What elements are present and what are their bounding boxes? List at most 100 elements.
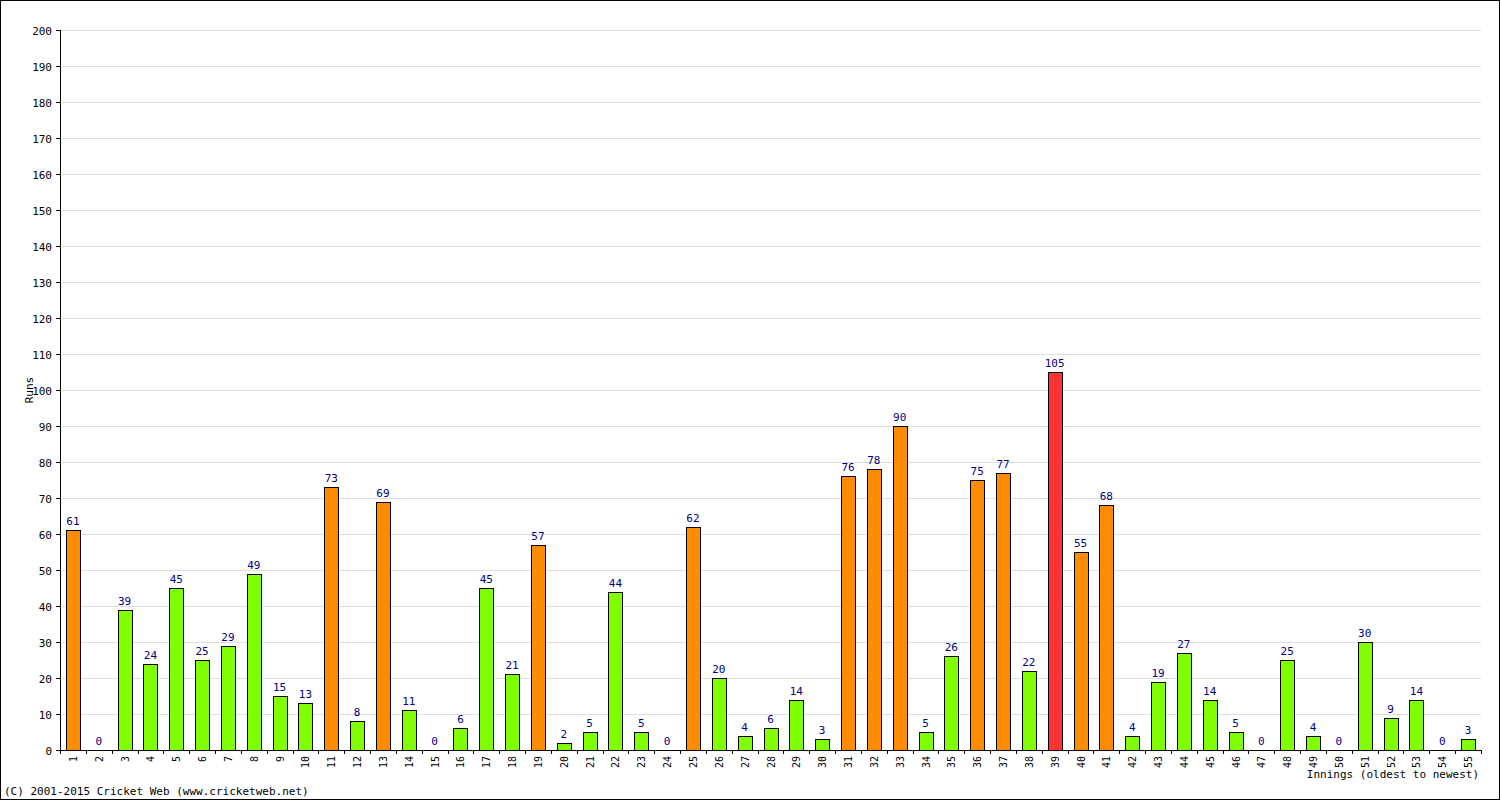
- bar: [299, 704, 313, 751]
- bar: [713, 679, 727, 751]
- data-label: 61: [66, 515, 79, 528]
- data-label: 25: [1281, 645, 1294, 658]
- data-label: 78: [867, 454, 880, 467]
- y-tick: [56, 390, 60, 391]
- x-tick-label: 34: [921, 756, 932, 768]
- y-axis-label: Runs: [23, 377, 36, 404]
- y-tick-label: 150: [32, 205, 52, 218]
- x-tick: [628, 750, 629, 754]
- data-label: 4: [1129, 721, 1136, 734]
- bar: [454, 729, 468, 751]
- bar: [739, 737, 753, 751]
- data-label: 2: [560, 728, 567, 741]
- bar: [997, 474, 1011, 751]
- x-tick: [86, 750, 87, 754]
- data-label: 14: [1410, 685, 1424, 698]
- x-tick: [1016, 750, 1017, 754]
- x-tick: [1352, 750, 1353, 754]
- data-label: 20: [712, 663, 725, 676]
- data-label: 76: [841, 461, 854, 474]
- y-tick: [56, 426, 60, 427]
- x-tick: [732, 750, 733, 754]
- data-label: 3: [819, 724, 826, 737]
- data-label: 75: [971, 465, 984, 478]
- data-label: 55: [1074, 537, 1087, 550]
- bar: [842, 477, 856, 751]
- bar: [816, 740, 830, 751]
- x-tick: [861, 750, 862, 754]
- grid-line: [60, 390, 1481, 391]
- x-tick: [1068, 750, 1069, 754]
- grid-line: [60, 174, 1481, 175]
- y-tick-label: 20: [39, 673, 52, 686]
- x-tick: [396, 750, 397, 754]
- x-tick: [1300, 750, 1301, 754]
- x-tick: [990, 750, 991, 754]
- y-tick: [56, 354, 60, 355]
- bar: [1359, 643, 1373, 751]
- y-tick-label: 0: [45, 745, 52, 758]
- chart: 0102030405060708090100110120130140150160…: [0, 0, 1500, 800]
- x-tick: [1093, 750, 1094, 754]
- bar: [920, 733, 934, 751]
- x-tick: [241, 750, 242, 754]
- x-tick: [577, 750, 578, 754]
- x-tick-label: 9: [275, 756, 286, 762]
- x-tick-label: 27: [740, 756, 751, 768]
- data-label: 0: [1439, 735, 1446, 748]
- data-label: 105: [1045, 357, 1065, 370]
- x-tick-label: 35: [946, 756, 957, 768]
- x-tick: [163, 750, 164, 754]
- x-tick-label: 40: [1076, 756, 1087, 768]
- x-axis-label: Innings (oldest to newest): [1307, 768, 1479, 781]
- grid-line: [60, 750, 1481, 751]
- x-tick-label: 19: [533, 756, 544, 768]
- data-label: 0: [431, 735, 438, 748]
- x-tick-label: 44: [1179, 756, 1190, 768]
- data-label: 4: [741, 721, 748, 734]
- x-tick: [1042, 750, 1043, 754]
- data-label: 26: [945, 641, 958, 654]
- x-tick-label: 55: [1463, 756, 1474, 768]
- x-tick-label: 10: [300, 756, 311, 768]
- bar: [790, 701, 804, 751]
- x-tick-label: 23: [636, 756, 647, 768]
- bar: [609, 593, 623, 751]
- y-tick-label: 200: [32, 25, 52, 38]
- y-tick-label: 60: [39, 529, 52, 542]
- data-label: 5: [1232, 717, 1239, 730]
- data-label: 39: [118, 595, 131, 608]
- grid-line: [60, 642, 1481, 643]
- x-tick: [138, 750, 139, 754]
- data-label: 49: [247, 559, 260, 572]
- x-tick-label: 38: [1024, 756, 1035, 768]
- grid-line: [60, 426, 1481, 427]
- data-label: 24: [144, 649, 158, 662]
- bar: [1204, 701, 1218, 751]
- x-tick-label: 5: [171, 756, 182, 762]
- x-tick: [654, 750, 655, 754]
- x-tick-label: 20: [559, 756, 570, 768]
- x-tick-label: 31: [843, 756, 854, 768]
- data-label: 27: [1177, 638, 1190, 651]
- x-tick: [603, 750, 604, 754]
- x-tick-label: 17: [481, 756, 492, 768]
- x-tick-label: 32: [869, 756, 880, 768]
- grid-line: [60, 570, 1481, 571]
- x-tick-label: 18: [507, 756, 518, 768]
- y-tick-label: 10: [39, 709, 52, 722]
- y-tick: [56, 498, 60, 499]
- x-tick: [887, 750, 888, 754]
- bar: [868, 470, 882, 751]
- data-label: 0: [95, 735, 102, 748]
- x-tick: [835, 750, 836, 754]
- y-tick: [56, 678, 60, 679]
- x-tick: [215, 750, 216, 754]
- x-tick: [1223, 750, 1224, 754]
- data-label: 45: [170, 573, 183, 586]
- grid-line: [60, 498, 1481, 499]
- x-tick: [112, 750, 113, 754]
- x-tick-label: 50: [1334, 756, 1345, 768]
- grid-line: [60, 66, 1481, 67]
- bar: [558, 744, 572, 751]
